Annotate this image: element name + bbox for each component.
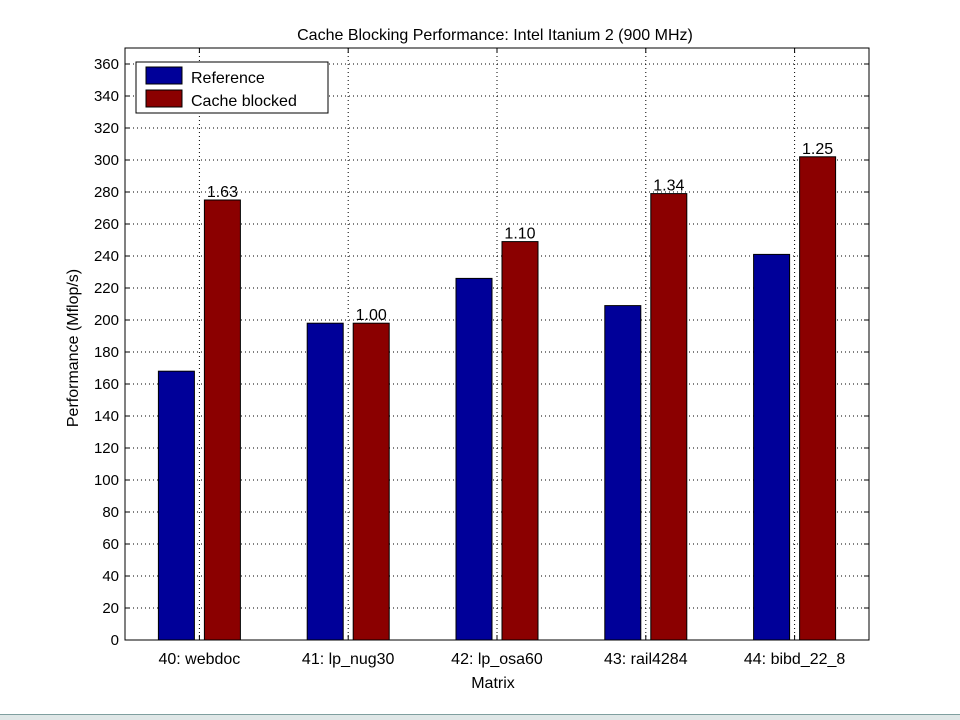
y-tick-label: 320 <box>94 120 119 137</box>
bar-reference <box>455 277 493 641</box>
bar-annotation: 1.00 <box>356 307 387 324</box>
bar-annotation: 1.63 <box>207 184 238 201</box>
bar-cache-blocked <box>650 193 688 641</box>
legend-label-reference: Reference <box>191 70 265 87</box>
x-tick-label: 41: lp_nug30 <box>302 651 395 668</box>
y-tick-label: 180 <box>94 344 119 361</box>
y-tick-label: 0 <box>111 632 119 649</box>
legend-swatch-cache-blocked <box>145 89 183 108</box>
y-tick-label: 260 <box>94 216 119 233</box>
legend: Reference Cache blocked <box>135 61 329 114</box>
x-axis-label: Matrix <box>471 675 515 692</box>
y-tick-label: 280 <box>94 184 119 201</box>
x-tick-label: 43: rail4284 <box>604 651 688 668</box>
bar-reference <box>753 253 791 641</box>
y-axis-label: Performance (Mflop/s) <box>65 269 82 427</box>
y-tick-label: 120 <box>94 440 119 457</box>
y-tick-label: 140 <box>94 408 119 425</box>
y-tick-label: 80 <box>102 504 119 521</box>
y-tick-label: 240 <box>94 248 119 265</box>
bar-annotation: 1.34 <box>653 178 684 195</box>
bar-reference <box>604 305 642 641</box>
x-tick-label: 42: lp_osa60 <box>451 651 543 668</box>
bar-cache-blocked <box>203 199 241 641</box>
bar-annotations: 1.63 1.00 1.10 1.34 1.25 <box>207 141 833 324</box>
legend-label-cache-blocked: Cache blocked <box>191 93 297 110</box>
chart-title: Cache Blocking Performance: Intel Itaniu… <box>297 27 693 44</box>
bar-annotation: 1.25 <box>802 141 833 158</box>
bar-cache-blocked <box>501 241 539 641</box>
y-tick-label: 100 <box>94 472 119 489</box>
y-tick-label: 40 <box>102 568 119 585</box>
x-axis-ticks: 40: webdoc 41: lp_nug30 42: lp_osa60 43: ra… <box>158 48 845 668</box>
y-tick-label: 160 <box>94 376 119 393</box>
bar-reference <box>157 370 195 641</box>
bottom-strip <box>0 714 960 720</box>
bar-cache-blocked <box>352 322 390 641</box>
y-tick-label: 200 <box>94 312 119 329</box>
y-tick-label: 360 <box>94 56 119 73</box>
bar-reference <box>306 322 344 641</box>
y-tick-label: 300 <box>94 152 119 169</box>
bottom-strip-line <box>0 714 960 715</box>
y-axis-ticks: 0 20 40 60 80 100 120 140 160 180 200 220 240 260 280 3… <box>94 56 869 649</box>
y-tick-label: 20 <box>102 600 119 617</box>
y-tick-label: 60 <box>102 536 119 553</box>
x-tick-label: 44: bibd_22_8 <box>744 651 846 668</box>
bar-cache-blocked <box>799 156 837 641</box>
bar-annotation: 1.10 <box>504 226 535 243</box>
y-tick-label: 340 <box>94 88 119 105</box>
grid <box>125 48 869 640</box>
bars <box>157 156 837 641</box>
y-tick-label: 220 <box>94 280 119 297</box>
x-tick-label: 40: webdoc <box>158 651 240 668</box>
legend-swatch-reference <box>145 66 183 85</box>
